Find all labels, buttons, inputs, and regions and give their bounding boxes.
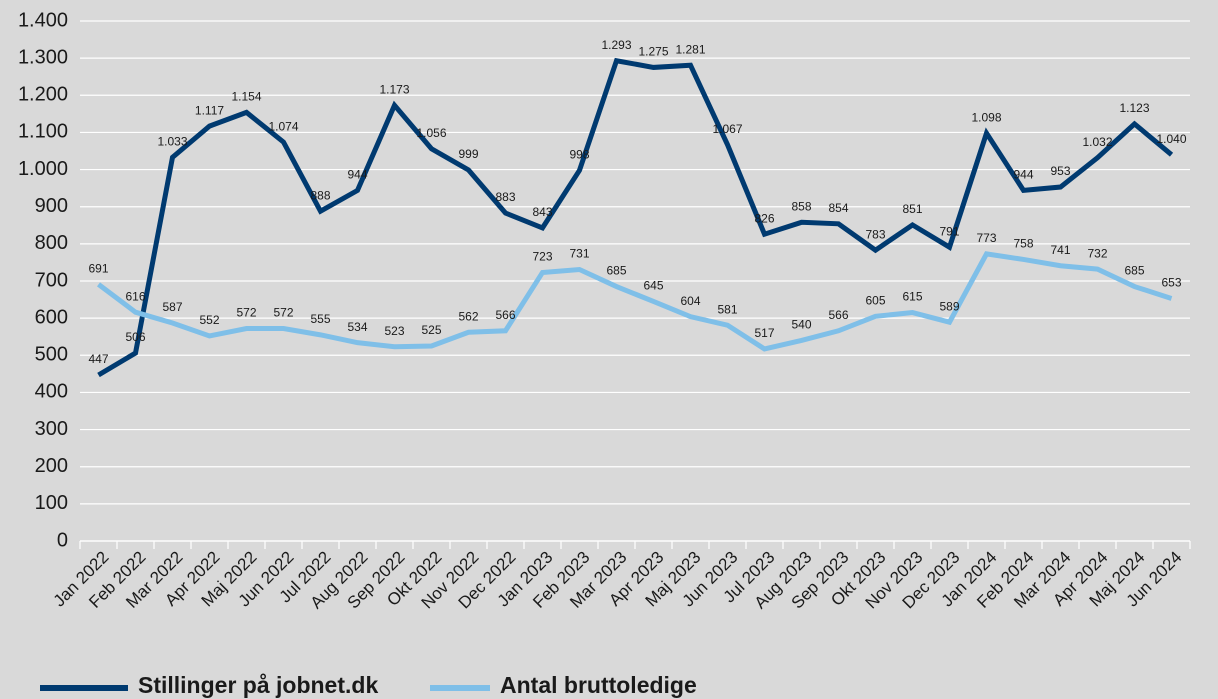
data-label: 566 bbox=[828, 308, 848, 322]
y-tick-label: 1.000 bbox=[18, 158, 68, 180]
data-label: 506 bbox=[125, 330, 145, 344]
data-label: 587 bbox=[162, 300, 182, 314]
data-label: 1.173 bbox=[379, 82, 409, 96]
data-label: 525 bbox=[421, 323, 441, 337]
data-label: 653 bbox=[1161, 276, 1181, 290]
y-tick-label: 500 bbox=[35, 344, 68, 366]
data-label: 1.293 bbox=[601, 38, 631, 52]
data-label: 1.098 bbox=[971, 110, 1001, 124]
data-label: 1.123 bbox=[1119, 101, 1149, 115]
data-label: 854 bbox=[828, 201, 848, 215]
data-label: 1.281 bbox=[675, 42, 705, 56]
y-tick-label: 800 bbox=[35, 232, 68, 254]
data-label: 604 bbox=[680, 294, 700, 308]
data-label: 731 bbox=[569, 247, 589, 261]
data-label: 1.154 bbox=[231, 90, 261, 104]
y-tick-label: 1.100 bbox=[18, 121, 68, 143]
data-label: 843 bbox=[532, 205, 552, 219]
data-label: 685 bbox=[606, 264, 626, 278]
legend-label: Stillinger på jobnet.dk bbox=[138, 672, 378, 698]
data-label: 572 bbox=[273, 306, 293, 320]
data-label: 723 bbox=[532, 250, 552, 264]
data-label: 534 bbox=[347, 320, 367, 334]
data-label: 1.056 bbox=[416, 126, 446, 140]
y-tick-label: 700 bbox=[35, 269, 68, 291]
data-label: 1.067 bbox=[712, 122, 742, 136]
data-label: 589 bbox=[939, 299, 959, 313]
data-label: 562 bbox=[458, 309, 478, 323]
data-label: 691 bbox=[88, 262, 108, 276]
y-tick-label: 1.300 bbox=[18, 46, 68, 68]
data-label: 605 bbox=[865, 293, 885, 307]
data-label: 783 bbox=[865, 227, 885, 241]
data-label: 826 bbox=[754, 211, 774, 225]
data-label: 883 bbox=[495, 190, 515, 204]
data-label: 1.074 bbox=[268, 119, 298, 133]
y-tick-label: 1.400 bbox=[18, 9, 68, 31]
data-label: 685 bbox=[1124, 264, 1144, 278]
data-label: 944 bbox=[1013, 168, 1033, 182]
data-label: 566 bbox=[495, 308, 515, 322]
data-label: 1.032 bbox=[1082, 135, 1112, 149]
data-label: 732 bbox=[1087, 246, 1107, 260]
data-label: 944 bbox=[347, 168, 367, 182]
series-line bbox=[96, 251, 1173, 352]
data-label: 953 bbox=[1050, 164, 1070, 178]
data-label: 998 bbox=[569, 147, 589, 161]
data-label: 1.040 bbox=[1156, 132, 1186, 146]
y-tick-label: 400 bbox=[35, 381, 68, 403]
y-tick-label: 100 bbox=[35, 492, 68, 514]
data-label: 1.117 bbox=[195, 103, 224, 117]
data-label: 851 bbox=[902, 202, 922, 216]
data-label: 645 bbox=[643, 279, 663, 293]
data-label: 1.033 bbox=[157, 134, 187, 148]
y-tick-label: 0 bbox=[57, 529, 68, 551]
data-label: 888 bbox=[310, 188, 330, 202]
y-tick-label: 600 bbox=[35, 306, 68, 328]
data-label: 555 bbox=[310, 312, 330, 326]
data-label: 858 bbox=[791, 199, 811, 213]
data-label: 1.275 bbox=[638, 45, 668, 59]
data-label: 999 bbox=[458, 147, 478, 161]
y-tick-label: 900 bbox=[35, 195, 68, 217]
data-label: 791 bbox=[939, 224, 959, 238]
y-tick-label: 1.200 bbox=[18, 84, 68, 106]
data-label: 517 bbox=[754, 326, 774, 340]
data-label: 523 bbox=[384, 324, 404, 338]
y-tick-label: 200 bbox=[35, 455, 68, 477]
data-label: 615 bbox=[902, 290, 922, 304]
data-label: 616 bbox=[125, 289, 145, 303]
data-label: 447 bbox=[88, 352, 108, 366]
series-line bbox=[97, 57, 1174, 378]
y-tick-label: 300 bbox=[35, 418, 68, 440]
data-label: 540 bbox=[791, 318, 811, 332]
data-label: 581 bbox=[717, 302, 737, 316]
data-label: 552 bbox=[199, 313, 219, 327]
legend-label: Antal bruttoledige bbox=[500, 672, 697, 698]
data-label: 572 bbox=[236, 306, 256, 320]
data-label: 758 bbox=[1013, 237, 1033, 251]
data-label: 741 bbox=[1050, 243, 1070, 257]
data-label: 773 bbox=[976, 231, 996, 245]
